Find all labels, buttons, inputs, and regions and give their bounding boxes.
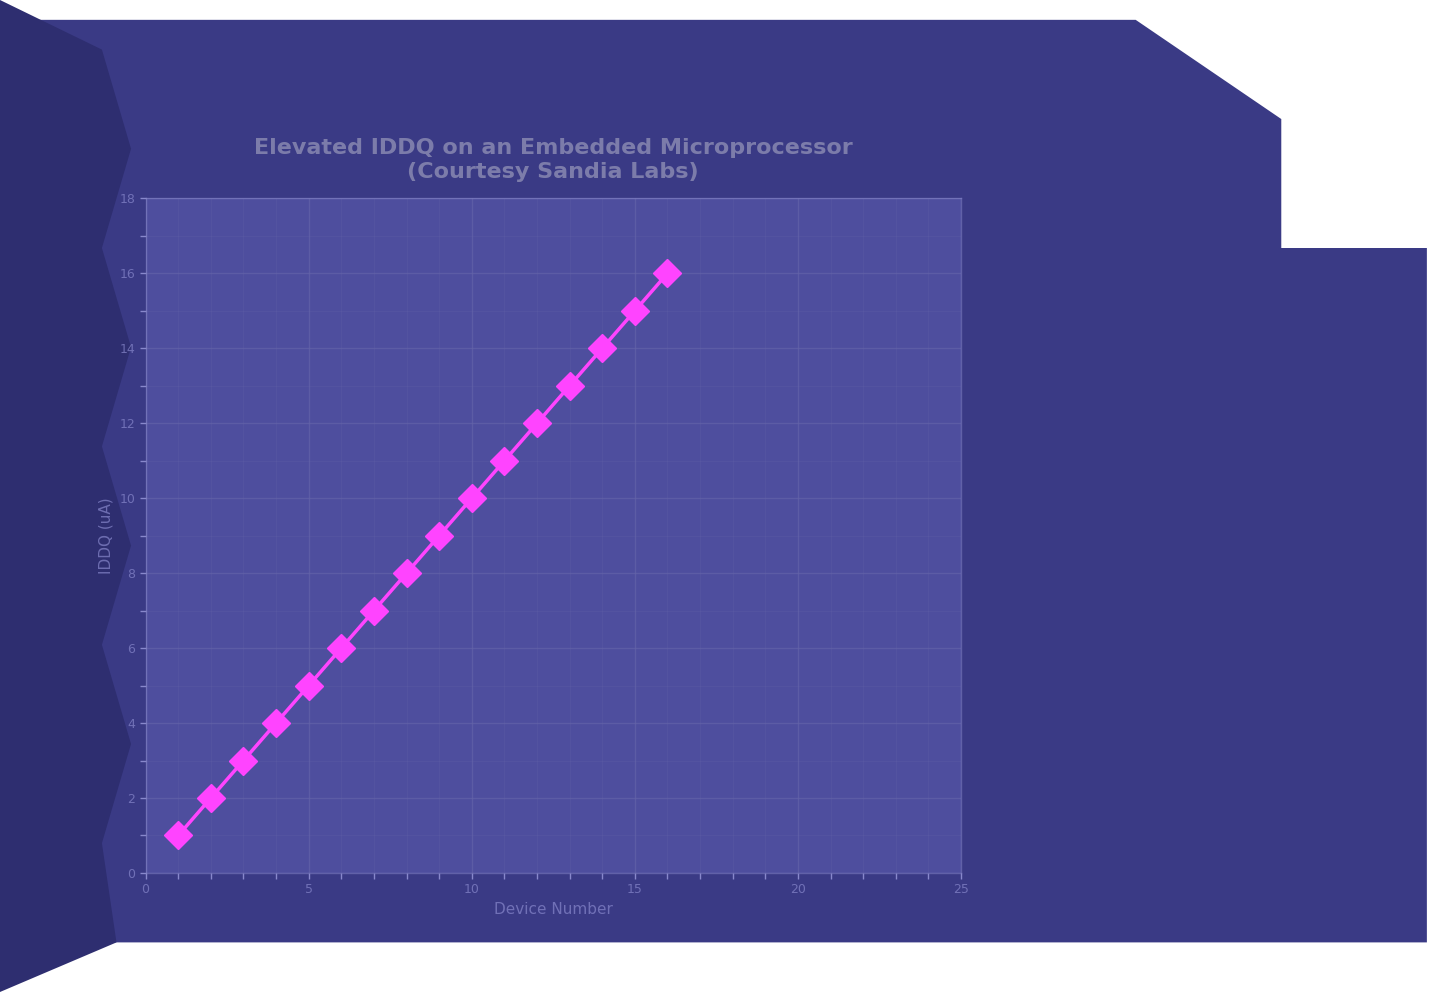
Polygon shape: [0, 0, 131, 992]
Title: Elevated IDDQ on an Embedded Microprocessor
(Courtesy Sandia Labs): Elevated IDDQ on an Embedded Microproces…: [253, 138, 853, 182]
Y-axis label: IDDQ (uA): IDDQ (uA): [99, 497, 114, 574]
X-axis label: Device Number: Device Number: [494, 902, 613, 917]
Polygon shape: [0, 20, 1427, 942]
